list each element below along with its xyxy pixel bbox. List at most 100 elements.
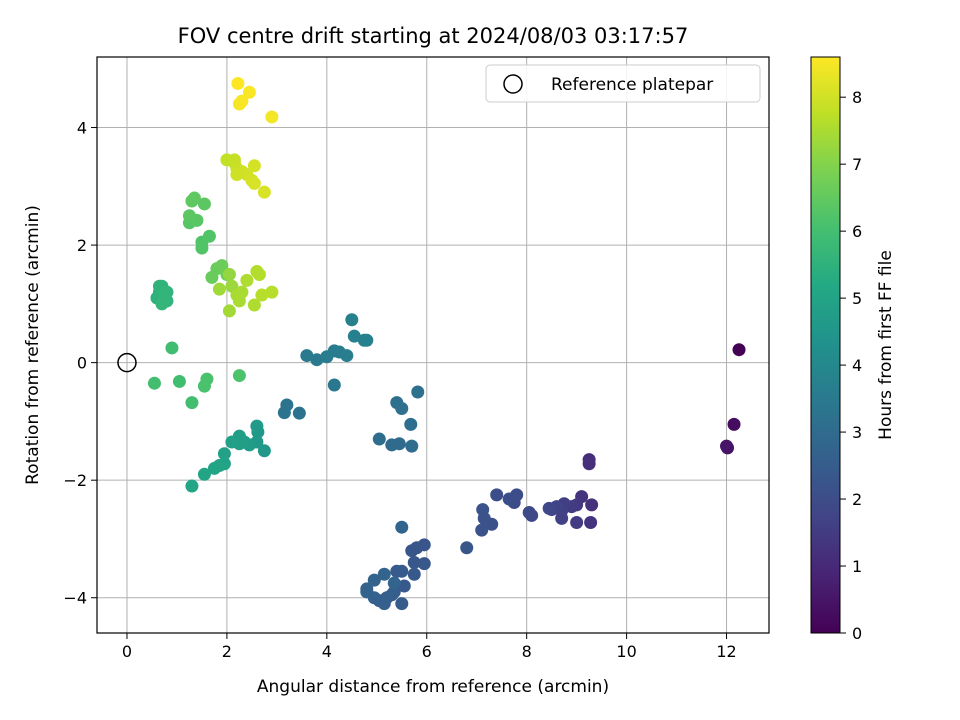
x-tick-label: 8 xyxy=(522,642,532,661)
data-point xyxy=(160,285,174,299)
plot-area: 0 2 4 6 8 10 12 −4 −2 0 2 4 xyxy=(63,56,770,661)
data-point xyxy=(727,417,741,431)
data-point xyxy=(522,506,536,520)
data-point xyxy=(280,398,294,412)
data-point xyxy=(247,298,261,312)
data-point xyxy=(584,516,598,530)
legend-marker-open-circle xyxy=(503,74,523,94)
colorbar-tick-label: 2 xyxy=(852,490,862,509)
data-point xyxy=(555,511,569,525)
data-point xyxy=(327,378,341,392)
data-point xyxy=(475,523,489,537)
data-point xyxy=(367,573,381,587)
data-point xyxy=(392,437,406,451)
x-tick-label: 12 xyxy=(716,642,736,661)
data-point xyxy=(225,435,239,449)
y-tick-label: 0 xyxy=(77,354,87,373)
data-point xyxy=(222,304,236,318)
colorbar-tick-label: 8 xyxy=(852,88,862,107)
data-point xyxy=(345,313,359,327)
x-tick-label: 6 xyxy=(422,642,432,661)
chart-title: FOV centre drift starting at 2024/08/03 … xyxy=(178,24,689,48)
y-axis-label: Rotation from reference (arcmin) xyxy=(23,205,43,485)
data-point xyxy=(185,479,199,493)
x-tick-label: 4 xyxy=(322,642,332,661)
data-point xyxy=(542,501,556,515)
x-tick-label: 2 xyxy=(222,642,232,661)
colorbar-ticks: 0 1 2 3 4 5 6 7 8 xyxy=(840,88,862,643)
data-point xyxy=(231,76,245,90)
legend-box xyxy=(485,64,761,103)
data-point xyxy=(182,209,196,223)
data-point xyxy=(257,444,271,458)
x-axis-label: Angular distance from reference (arcmin) xyxy=(257,677,609,697)
data-point xyxy=(235,285,249,299)
data-point xyxy=(172,374,186,388)
colorbar-gradient xyxy=(811,57,840,633)
data-point xyxy=(390,564,404,578)
y-tick-label: 4 xyxy=(77,119,87,138)
data-point xyxy=(411,385,425,399)
data-point xyxy=(240,273,254,287)
data-point xyxy=(147,376,161,390)
colorbar-label: Hours from first FF file xyxy=(876,250,896,440)
data-point xyxy=(242,85,256,99)
data-point xyxy=(340,349,354,363)
colorbar-tick-label: 7 xyxy=(852,155,862,174)
data-point xyxy=(502,492,516,506)
data-point xyxy=(395,520,409,534)
data-point xyxy=(582,457,596,471)
data-point xyxy=(732,343,746,357)
data-point xyxy=(197,197,211,211)
data-point xyxy=(404,417,418,431)
data-point xyxy=(255,288,269,302)
data-point xyxy=(395,401,409,415)
data-point xyxy=(257,185,271,199)
colorbar-tick-label: 6 xyxy=(852,222,862,241)
x-tick-label: 10 xyxy=(616,642,636,661)
grid-lines xyxy=(97,57,769,633)
data-point xyxy=(360,333,374,347)
colorbar: 0 1 2 3 4 5 6 7 8 Hours from first FF file xyxy=(810,56,896,643)
data-point xyxy=(250,419,264,433)
data-point xyxy=(250,265,264,279)
legend-label: Reference platepar xyxy=(551,75,713,95)
data-point xyxy=(197,467,211,481)
colorbar-frame xyxy=(810,56,841,634)
y-tick-label: 2 xyxy=(77,236,87,255)
data-point xyxy=(292,406,306,420)
data-point xyxy=(405,544,419,558)
data-point xyxy=(377,567,391,581)
plot-frame xyxy=(96,56,770,634)
data-point xyxy=(202,229,216,243)
data-point xyxy=(417,557,431,571)
axis-ticks: 0 2 4 6 8 10 12 −4 −2 0 2 4 xyxy=(63,119,736,661)
data-point xyxy=(347,329,361,343)
data-point xyxy=(155,297,169,311)
data-point xyxy=(395,597,409,611)
data-point xyxy=(232,369,246,383)
y-tick-label: −4 xyxy=(63,589,87,608)
colorbar-tick-label: 4 xyxy=(852,356,862,375)
data-point xyxy=(195,241,209,255)
data-point xyxy=(212,282,226,296)
data-point xyxy=(265,285,279,299)
data-point xyxy=(720,439,734,453)
x-tick-label: 0 xyxy=(122,642,132,661)
data-point xyxy=(397,579,411,593)
y-tick-label: −2 xyxy=(63,471,87,490)
data-point xyxy=(200,372,214,386)
data-point xyxy=(222,267,236,281)
data-point xyxy=(460,541,474,555)
data-point xyxy=(372,432,386,446)
data-point xyxy=(187,191,201,205)
data-point xyxy=(387,576,401,590)
data-points xyxy=(147,76,746,611)
data-point xyxy=(407,555,421,569)
colorbar-tick-label: 0 xyxy=(852,624,862,643)
data-point xyxy=(310,353,324,367)
data-point xyxy=(407,567,421,581)
data-point xyxy=(265,110,279,124)
data-point xyxy=(360,585,374,599)
